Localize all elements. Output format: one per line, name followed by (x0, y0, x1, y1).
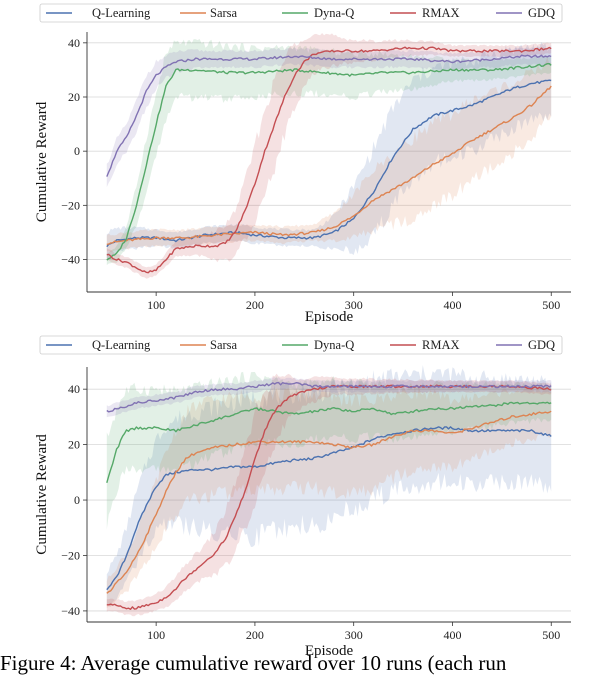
band-qlearning (106, 42, 552, 259)
band-rmax (106, 373, 552, 617)
lines (106, 381, 552, 610)
x-tick-label: 300 (345, 298, 363, 312)
figure-caption: Figure 4: Average cumulative reward over… (0, 651, 507, 675)
series-line-gdq (106, 54, 552, 177)
band-gdq (106, 47, 552, 188)
band-sarsa (106, 57, 552, 252)
x-tick-label: 500 (542, 628, 560, 642)
bands (106, 365, 552, 617)
y-tick-label: 0 (74, 144, 80, 158)
chart-1: −40 −20 0 20 40 100 200 300 400 500 Episode Cumulat… (34, 3, 571, 325)
band-sarsa (106, 385, 552, 609)
x-tick-label: 500 (542, 298, 560, 312)
band-gdq (106, 377, 552, 418)
chart-2: −40 −20 0 20 40 100 200 300 400 500 Episode Cumulat… (34, 335, 571, 659)
y-tick-label: 40 (68, 382, 80, 396)
legend-label: Dyna-Q (314, 6, 354, 20)
y-tick-label: 40 (68, 36, 80, 50)
y-tick-label: −20 (61, 548, 80, 562)
bands (106, 33, 552, 279)
series-line-rmax (106, 46, 552, 274)
x-tick-label: 400 (443, 628, 461, 642)
x-tick-label: 400 (443, 298, 461, 312)
series-line-qlearning (106, 79, 552, 248)
y-tick-label: −40 (61, 604, 80, 618)
legend-label: RMAX (422, 338, 460, 352)
band-dynaq (106, 39, 552, 266)
legend-label: RMAX (422, 6, 460, 20)
legend-label: Sarsa (210, 338, 238, 352)
legend-label: GDQ (528, 6, 555, 20)
series-line-dynaq (106, 401, 552, 483)
series-line-gdq (106, 381, 552, 413)
y-tick-label: 0 (74, 493, 80, 507)
series-line-sarsa (106, 410, 552, 594)
x-tick-label: 300 (345, 628, 363, 642)
x-tick-label: 100 (147, 628, 165, 642)
x-axis-label: Episode (305, 309, 354, 325)
y-axis-label: Cumulative Reward (34, 434, 50, 555)
y-axis-label: Cumulative Reward (34, 101, 50, 222)
legend-label: Sarsa (210, 6, 238, 20)
y-tick-label: 20 (68, 438, 80, 452)
lines (106, 46, 552, 274)
series-line-qlearning (106, 426, 552, 591)
x-tick-label: 200 (246, 298, 264, 312)
legend-label: Q-Learning (92, 6, 151, 20)
x-tick-label: 200 (246, 628, 264, 642)
legend-label: Q-Learning (92, 338, 151, 352)
legend-label: GDQ (528, 338, 555, 352)
y-tick-label: −40 (61, 253, 80, 267)
band-dynaq (106, 371, 552, 530)
series-line-sarsa (106, 85, 552, 246)
y-tick-label: 20 (68, 90, 80, 104)
legend-label: Dyna-Q (314, 338, 354, 352)
series-line-dynaq (106, 63, 552, 261)
x-axis-label: Episode (305, 643, 354, 659)
x-tick-label: 100 (147, 298, 165, 312)
band-qlearning (106, 365, 552, 607)
legend: Q-Learning Sarsa Dyna-Q RMAX GDQ (39, 3, 563, 23)
y-tick-label: −20 (61, 198, 80, 212)
legend: Q-Learning Sarsa Dyna-Q RMAX GDQ (39, 335, 563, 355)
